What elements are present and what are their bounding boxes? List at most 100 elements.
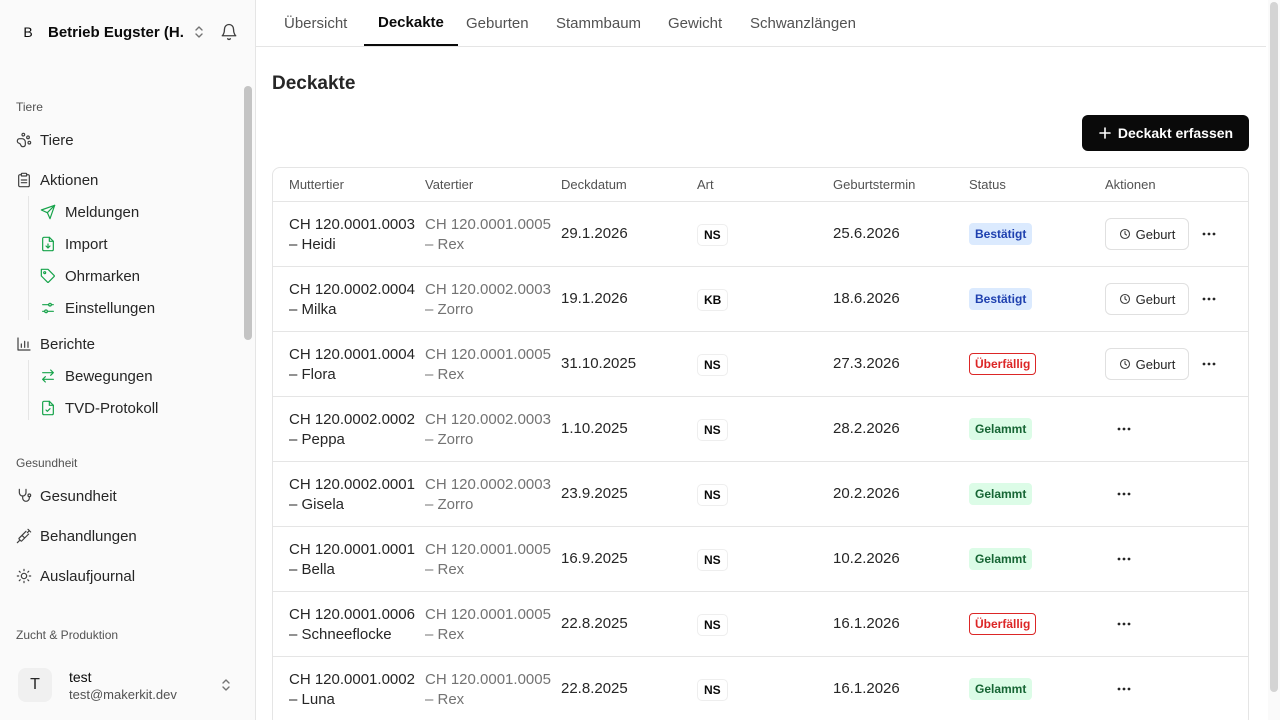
user-menu[interactable]: T test test@makerkit.dev [12,660,244,710]
geburt-button[interactable]: Geburt [1105,283,1189,315]
father-id: CH 120.0002.0003 [425,476,551,493]
geburtstermin: 18.6.2026 [833,290,900,307]
sidebar-item-tvd-protokoll[interactable]: TVD-Protokoll [40,394,158,422]
more-actions-icon[interactable] [1116,486,1132,502]
father-name: – Rex [425,236,465,253]
status-badge: Gelammt [969,418,1033,440]
tab-stammbaum[interactable]: Stammbaum [556,14,642,32]
tab-uebersicht[interactable]: Übersicht [284,14,348,32]
geburt-label: Geburt [1135,356,1176,372]
more-actions-icon[interactable] [1201,291,1217,307]
sidebar-item-label: Aktionen [40,171,99,189]
mother-name: – Schneeflocke [289,626,392,643]
sidebar-item-berichte[interactable]: Berichte [16,330,95,358]
deckdatum: 22.8.2025 [561,680,628,697]
page-scrollbar[interactable] [1268,0,1280,720]
col-header-vatertier: Vatertier [425,177,474,192]
arrows-left-right-icon [42,369,54,383]
bar-chart-icon [17,337,31,351]
table-row[interactable]: CH 120.0001.0002 – Luna CH 120.0001.0005 – … [273,657,1248,720]
table-row[interactable]: CH 120.0001.0003 – Heidi CH 120.0001.0005 –… [273,202,1248,267]
table-row[interactable]: CH 120.0001.0004 – Flora CH 120.0001.0005 –… [273,332,1248,397]
geburt-button[interactable]: Geburt [1105,218,1189,250]
user-email: test@makerkit.dev [69,687,177,702]
sidebar-item-einstellungen[interactable]: Einstellungen [40,294,155,322]
table-row[interactable]: CH 120.0002.0004 – Milka CH 120.0002.0003 –… [273,267,1248,332]
col-header-muttertier: Muttertier [289,177,344,192]
mother-name: – Gisela [289,496,345,513]
table-row[interactable]: CH 120.0001.0006– Schneeflocke CH 120.000… [273,592,1248,657]
mother-id: CH 120.0002.0002 [289,411,415,428]
org-switcher[interactable]: B Betrieb Eugster (H... [12,16,244,48]
table-row[interactable]: CH 120.0002.0002 – Peppa CH 120.0002.0003 –… [273,397,1248,462]
settings-sliders-icon [42,302,54,314]
sidebar-item-bewegungen[interactable]: Bewegungen [40,362,153,390]
more-actions-icon[interactable] [1116,421,1132,437]
more-actions-icon[interactable] [1201,226,1217,242]
art-badge: NS [697,224,728,246]
stethoscope-icon [18,488,32,502]
sidebar-item-gesundheit[interactable]: Gesundheit [16,482,117,510]
more-actions-icon[interactable] [1116,681,1132,697]
tab-deckakte[interactable]: Deckakte [364,0,458,46]
mother-cell[interactable]: CH 120.0002.0001 – Gisela [289,475,421,515]
sidebar-item-auslaufjournal[interactable]: Auslaufjournal [16,562,135,590]
deckdatum: 22.8.2025 [561,615,628,632]
add-deckakt-button[interactable]: Deckakt erfassen [1082,115,1249,151]
father-cell: CH 120.0001.0005 – Rex [425,345,557,385]
mother-cell[interactable]: CH 120.0001.0003 – Heidi [289,215,421,255]
geburt-label: Geburt [1135,226,1176,242]
tab-gewicht[interactable]: Gewicht [668,14,723,32]
deckakte-table: Muttertier Vatertier Deckdatum Art Gebur… [272,167,1249,720]
father-id: CH 120.0001.0005 [425,671,551,688]
sidebar-item-import[interactable]: Import [40,230,108,258]
father-id: CH 120.0001.0005 [425,346,551,363]
tree-line [28,360,29,420]
sidebar-item-tiere[interactable]: Tiere [16,126,74,154]
father-id: CH 120.0001.0005 [425,541,551,558]
geburtstermin: 16.1.2026 [833,680,900,697]
mother-cell[interactable]: CH 120.0001.0001 – Bella [289,540,421,580]
mother-cell[interactable]: CH 120.0002.0004 – Milka [289,280,421,320]
clock-icon [1119,358,1130,370]
status-badge: Überfällig [969,613,1037,635]
mother-id: CH 120.0001.0002 [289,671,415,688]
chevrons-up-down-icon [222,679,230,691]
more-actions-icon[interactable] [1201,356,1217,372]
col-header-art: Art [697,177,714,192]
sidebar-item-ohrmarken[interactable]: Ohrmarken [40,262,140,290]
sidebar-item-behandlungen[interactable]: Behandlungen [16,522,137,550]
page-title: Deckakte [272,73,356,94]
more-actions-icon[interactable] [1116,551,1132,567]
tag-icon [40,268,55,283]
group-label-gesundheit: Gesundheit [16,456,78,470]
sidebar-item-meldungen[interactable]: Meldungen [40,198,139,226]
sidebar-item-label: Behandlungen [40,527,137,545]
father-name: – Zorro [425,496,474,513]
mother-cell[interactable]: CH 120.0001.0006 – Schneeflocke [289,605,421,645]
mother-cell[interactable]: CH 120.0001.0002 – Luna [289,670,421,710]
sidebar-item-label: Berichte [40,335,96,353]
tab-geburten[interactable]: Geburten [466,14,529,32]
col-header-status: Status [969,177,1006,192]
art-badge: NS [697,549,728,571]
sidebar-scrollbar[interactable] [244,86,252,340]
geburt-button[interactable]: Geburt [1105,348,1189,380]
table-row[interactable]: CH 120.0001.0001 – Bella CH 120.0001.0005 –… [273,527,1248,592]
father-name: – Rex [425,626,465,643]
geburtstermin: 10.2.2026 [833,550,900,567]
plus-icon [1099,127,1111,139]
more-actions-icon[interactable] [1116,616,1132,632]
status-badge: Bestätigt [969,223,1033,245]
bell-icon[interactable] [220,23,238,41]
status-badge: Bestätigt [969,288,1033,310]
clock-icon [1119,293,1130,305]
mother-cell[interactable]: CH 120.0002.0002 – Peppa [289,410,421,450]
table-row[interactable]: CH 120.0002.0001 – Gisela CH 120.0002.0003… [273,462,1248,527]
mother-id: CH 120.0001.0001 [289,541,415,558]
sidebar-item-aktionen[interactable]: Aktionen [16,166,98,194]
mother-cell[interactable]: CH 120.0001.0004 – Flora [289,345,421,385]
page-scrollbar-thumb[interactable] [1270,2,1278,692]
tab-schwanzlaengen[interactable]: Schwanzlängen [750,14,856,32]
geburtstermin: 25.6.2026 [833,225,900,242]
